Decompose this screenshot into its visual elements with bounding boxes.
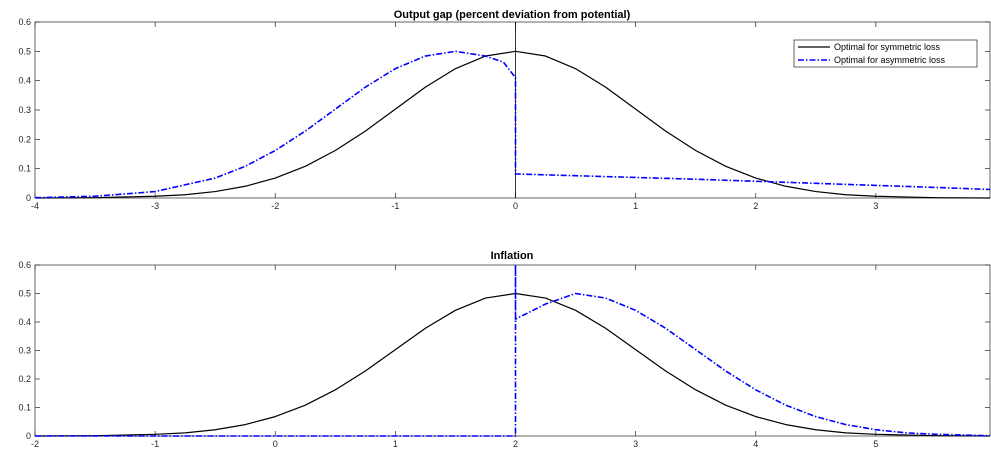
y-tick-label-output-gap: 0: [26, 193, 31, 203]
legend-box: [793, 39, 978, 68]
plot-area-inflation: [34, 264, 991, 437]
y-tick-label-output-gap: 0.1: [18, 164, 31, 174]
x-tick-label-output-gap: 1: [633, 201, 638, 211]
series-line-output-gap-asymmetric: [34, 50, 991, 199]
chart-title-inflation: Inflation: [491, 250, 534, 262]
x-tick-label-inflation: 2: [513, 439, 518, 449]
series-output-gap: [34, 22, 991, 199]
x-tick-label-output-gap: 3: [873, 201, 878, 211]
y-tick-label-output-gap: 0.3: [18, 105, 31, 115]
x-tick-label-inflation: -2: [31, 439, 39, 449]
y-tick-label-inflation: 0.1: [18, 403, 31, 413]
legend-label-asymmetric: Optimal for asymmetric loss: [834, 55, 946, 65]
legend: Optimal for symmetric loss Optimal for a…: [793, 39, 978, 68]
chart-title-output-gap: Output gap (percent deviation from poten…: [394, 9, 631, 21]
x-tick-label-inflation: 1: [393, 439, 398, 449]
series-inflation: [34, 264, 991, 437]
axes-inflation: -2 -1 0 1 2 3 4 5 0 0.1 0.2 0.3 0.4 0.5 0.6 Inflation: [18, 250, 991, 449]
x-tick-label-inflation: 5: [873, 439, 878, 449]
series-line-output-gap-symmetric: [34, 50, 991, 199]
x-tick-label-inflation: -1: [151, 439, 159, 449]
ticks-inflation: -2 -1 0 1 2 3 4 5 0 0.1 0.2 0.3 0.4 0.5 0.6: [18, 260, 990, 449]
y-tick-label-output-gap: 0.2: [18, 134, 31, 144]
x-tick-label-inflation: 4: [753, 439, 758, 449]
x-tick-label-output-gap: -2: [271, 201, 279, 211]
ticks-output-gap: -4 -3 -2 -1 0 1 2 3 0 0.1 0.2 0.3 0.4 0.5 0.6: [18, 17, 990, 211]
axes-output-gap: -4 -3 -2 -1 0 1 2 3 0 0.1 0.2 0.3 0.4 0.5 0.6 Output g…: [18, 9, 991, 211]
y-tick-label-output-gap: 0.4: [18, 76, 31, 86]
x-tick-label-output-gap: -3: [151, 201, 159, 211]
x-tick-label-output-gap: 0: [513, 201, 518, 211]
x-tick-label-output-gap: -4: [31, 201, 39, 211]
y-tick-label-inflation: 0.5: [18, 289, 31, 299]
x-tick-label-output-gap: -1: [391, 201, 399, 211]
legend-label-symmetric: Optimal for symmetric loss: [834, 42, 941, 52]
series-line-inflation-asymmetric: [35, 264, 991, 437]
y-tick-label-inflation: 0: [26, 431, 31, 441]
y-tick-label-output-gap: 0.6: [18, 17, 31, 27]
x-tick-label-inflation: 3: [633, 439, 638, 449]
y-tick-label-inflation: 0.3: [18, 346, 31, 356]
x-tick-label-inflation: 0: [273, 439, 278, 449]
y-tick-label-inflation: 0.4: [18, 317, 31, 327]
y-tick-label-inflation: 0.6: [18, 260, 31, 270]
y-tick-label-output-gap: 0.5: [18, 46, 31, 56]
x-tick-label-output-gap: 2: [753, 201, 758, 211]
y-tick-label-inflation: 0.2: [18, 374, 31, 384]
